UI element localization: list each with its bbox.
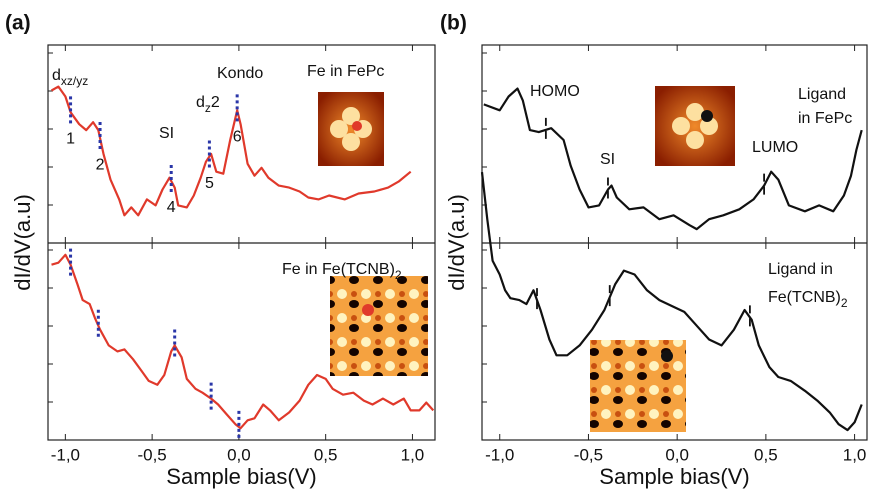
marker-label: 4 <box>167 199 176 216</box>
annotation: Fe(TCNB)2 <box>768 289 848 310</box>
annotation-part: HOMO <box>530 83 580 100</box>
y-axis-label: dI/dV(a.u) <box>444 194 469 291</box>
annotation: SI <box>159 125 174 142</box>
annotation-part: Fe in FePc <box>307 63 384 80</box>
x-tick-label: 1,0 <box>843 445 867 464</box>
panel-label: (b) <box>440 12 467 35</box>
x-tick-label: -1,0 <box>51 445 80 464</box>
marker-label: 5 <box>205 175 214 192</box>
inset-tcnb-ligand <box>590 340 686 432</box>
marker-label: 2 <box>96 156 105 173</box>
annotation-part: 2 <box>211 94 220 111</box>
marker-label: 1 <box>66 131 75 148</box>
x-tick-label: -0,5 <box>574 445 603 464</box>
annotation: in FePc <box>798 110 852 127</box>
x-axis-label: Sample bias(V) <box>166 464 316 489</box>
annotation-part: SI <box>600 151 615 168</box>
y-axis-label: dI/dV(a.u) <box>10 194 35 291</box>
x-tick-label: 0,5 <box>314 445 338 464</box>
annotation: dz2 <box>196 94 220 115</box>
annotation: Kondo <box>217 65 263 82</box>
annotation: LUMO <box>752 139 798 156</box>
inset-tcnb <box>330 276 428 376</box>
annotation-part: Kondo <box>217 65 263 82</box>
panel-label: (a) <box>5 12 31 35</box>
inset-fepc <box>318 92 384 166</box>
annotation: Ligand in <box>768 261 833 278</box>
annotation-part: LUMO <box>752 139 798 156</box>
x-tick-label: 0,0 <box>665 445 689 464</box>
figure: (a) Sample bias(V) dI/dV(a.u) -1,0 -0,5 0,0 0,… <box>0 0 876 492</box>
annotation-part: in FePc <box>798 110 852 127</box>
x-tick-label: 0,0 <box>227 445 251 464</box>
x-tick-label: -0,5 <box>137 445 166 464</box>
inset-fepc-ligand <box>655 86 735 166</box>
annotation: Ligand <box>798 86 846 103</box>
annotation-part: d <box>52 67 61 84</box>
marker-label: 6 <box>233 129 242 146</box>
annotation: dxz/yz <box>52 67 88 88</box>
annotation-part: 2 <box>395 268 402 282</box>
annotation-part: Fe in Fe(TCNB) <box>282 261 395 278</box>
annotation-part: Fe(TCNB) <box>768 289 841 306</box>
annotation-part: Ligand in <box>768 261 833 278</box>
annotation-part: d <box>196 94 205 111</box>
annotation-part: xz/yz <box>61 74 88 88</box>
annotation: HOMO <box>530 83 580 100</box>
annotation: Fe in FePc <box>307 63 384 80</box>
annotation-part: SI <box>159 125 174 142</box>
x-tick-label: 0,5 <box>754 445 778 464</box>
x-axis-label: Sample bias(V) <box>599 464 749 489</box>
annotation-part: Ligand <box>798 86 846 103</box>
annotation: SI <box>600 151 615 168</box>
annotation-part: 2 <box>841 296 848 310</box>
x-tick-label: 1,0 <box>401 445 425 464</box>
x-tick-label: -1,0 <box>485 445 514 464</box>
